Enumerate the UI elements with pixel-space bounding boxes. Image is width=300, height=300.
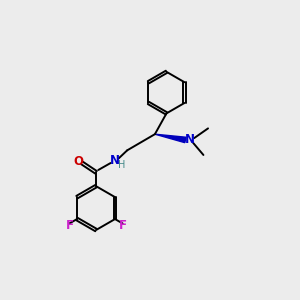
- Text: N: N: [184, 134, 195, 146]
- Polygon shape: [155, 134, 186, 143]
- Text: N: N: [110, 154, 119, 167]
- Text: F: F: [65, 219, 74, 232]
- Text: H: H: [118, 160, 125, 170]
- Text: O: O: [74, 155, 83, 168]
- Text: F: F: [118, 219, 127, 232]
